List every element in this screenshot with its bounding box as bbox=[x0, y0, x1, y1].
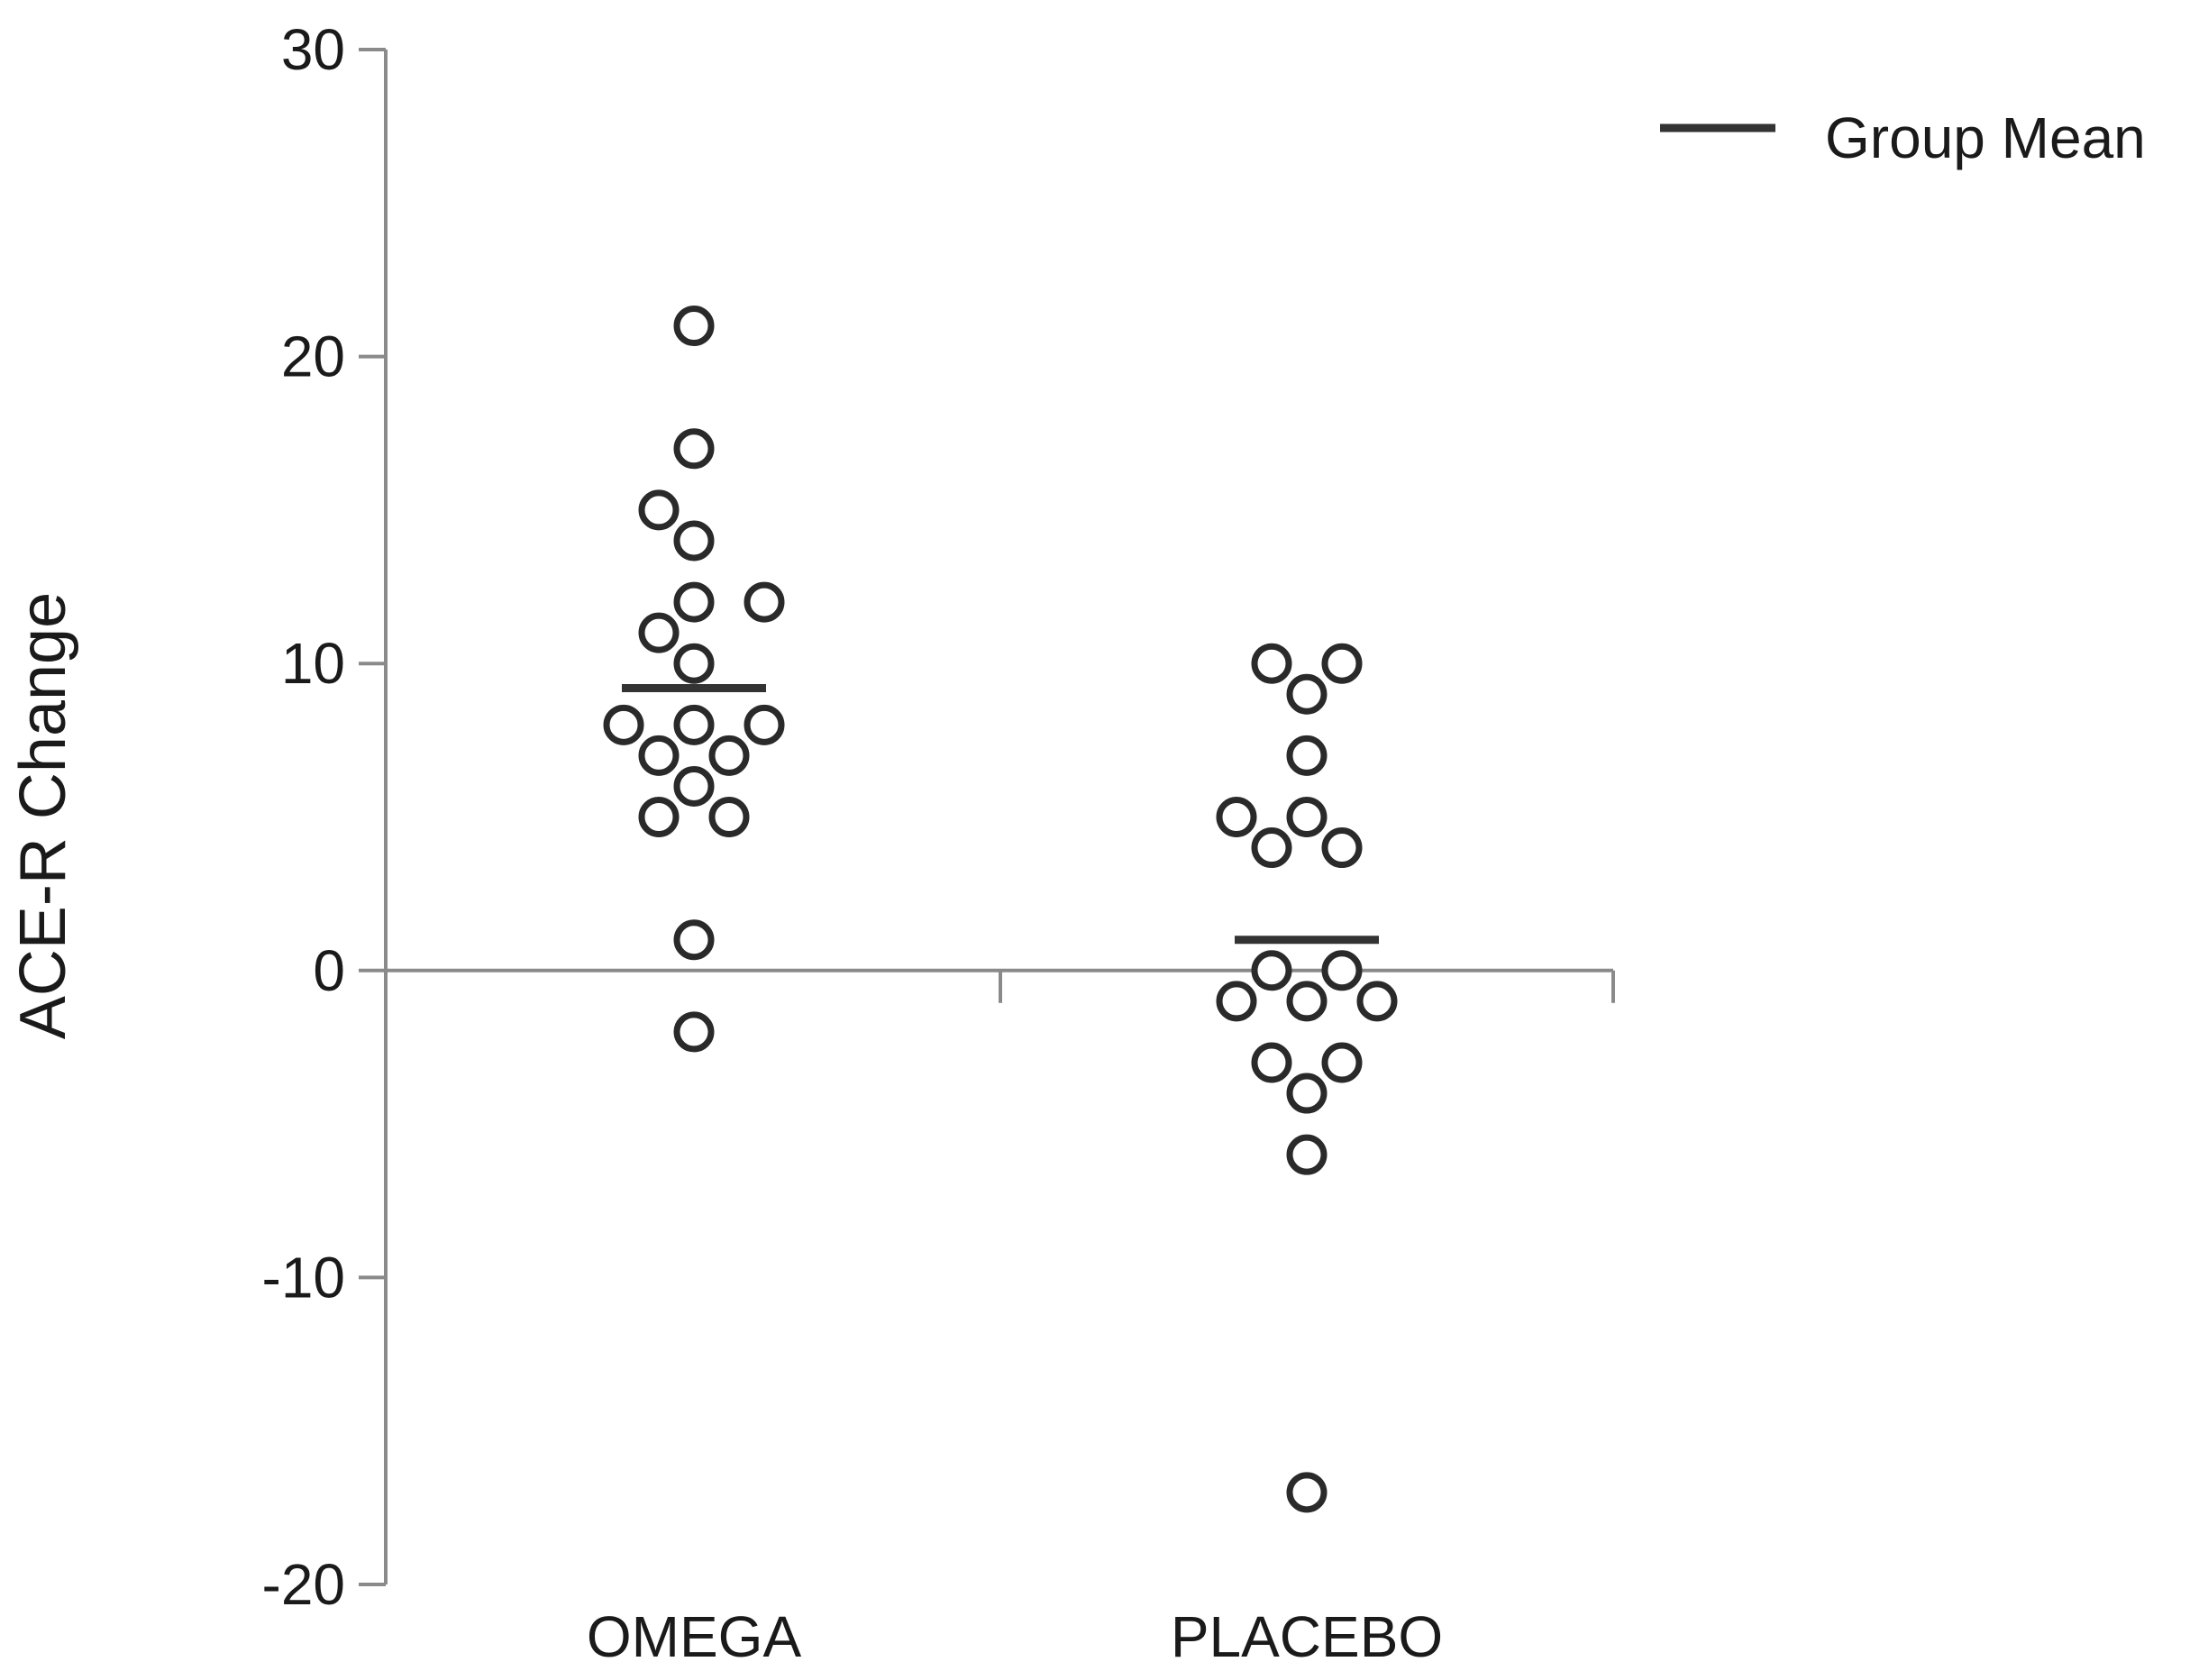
data-point bbox=[1286, 1073, 1328, 1114]
data-point bbox=[708, 797, 750, 837]
data-point bbox=[1286, 1134, 1328, 1175]
data-points bbox=[603, 306, 1398, 1513]
y-tick-label: 20 bbox=[281, 324, 345, 389]
data-point bbox=[603, 704, 644, 745]
legend: Group Mean bbox=[1660, 105, 2146, 170]
data-point bbox=[1321, 1042, 1363, 1083]
y-tick-label: 10 bbox=[281, 631, 345, 696]
data-point bbox=[1286, 1472, 1328, 1513]
data-point bbox=[638, 612, 680, 653]
y-ticks: -20 -10 0 10 20 30 bbox=[262, 17, 386, 1617]
data-point bbox=[1321, 643, 1363, 684]
data-point bbox=[1286, 673, 1328, 715]
data-point bbox=[1216, 797, 1257, 837]
data-point bbox=[708, 735, 750, 776]
data-point bbox=[1251, 950, 1292, 991]
data-point bbox=[673, 520, 715, 562]
data-point bbox=[673, 306, 715, 347]
data-point bbox=[1251, 1042, 1292, 1083]
data-point bbox=[673, 919, 715, 961]
x-category-label: PLACEBO bbox=[1171, 1604, 1443, 1669]
data-point bbox=[673, 765, 715, 807]
data-point bbox=[673, 1011, 715, 1053]
data-point bbox=[673, 581, 715, 623]
y-tick-label: 0 bbox=[313, 938, 345, 1003]
data-point bbox=[638, 489, 680, 531]
data-point bbox=[673, 428, 715, 470]
axes bbox=[384, 50, 1613, 1584]
data-point bbox=[673, 643, 715, 684]
data-point bbox=[1216, 981, 1257, 1022]
data-point bbox=[638, 735, 680, 776]
data-point bbox=[1286, 735, 1328, 776]
data-point bbox=[1251, 827, 1292, 869]
data-point bbox=[1286, 981, 1328, 1022]
data-point bbox=[1321, 827, 1363, 869]
data-point bbox=[744, 581, 785, 623]
data-point bbox=[1251, 643, 1292, 684]
data-point bbox=[1286, 797, 1328, 837]
x-ticks: OMEGA PLACEBO bbox=[587, 970, 1615, 1669]
y-tick-label: -20 bbox=[262, 1552, 346, 1617]
legend-label-group-mean: Group Mean bbox=[1825, 105, 2146, 170]
data-point bbox=[1321, 950, 1363, 991]
y-tick-label: 30 bbox=[281, 17, 345, 82]
data-point bbox=[1356, 981, 1398, 1022]
data-point bbox=[638, 797, 680, 837]
data-point bbox=[673, 704, 715, 745]
y-axis-title: ACE-R Change bbox=[7, 592, 79, 1039]
group-means bbox=[622, 683, 1379, 945]
x-category-label: OMEGA bbox=[587, 1604, 802, 1669]
data-point bbox=[744, 704, 785, 745]
y-tick-label: -10 bbox=[262, 1245, 346, 1310]
